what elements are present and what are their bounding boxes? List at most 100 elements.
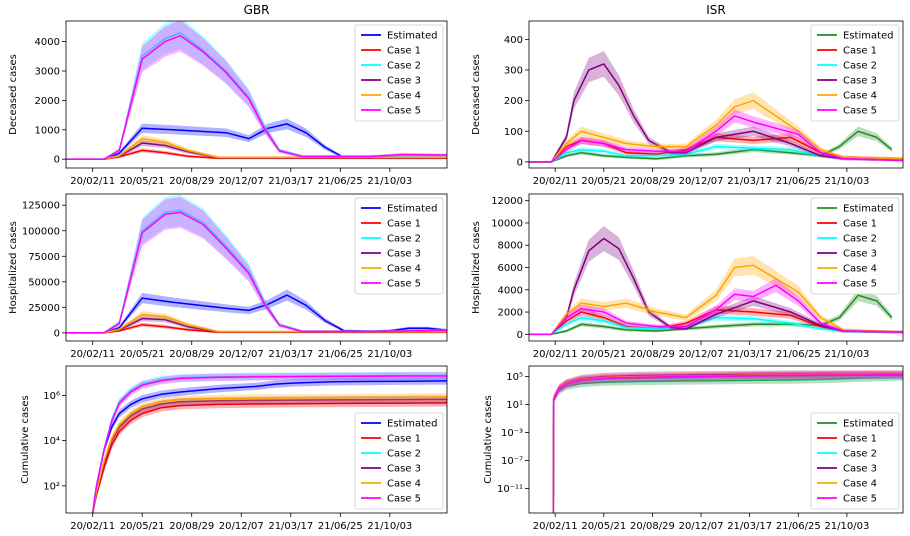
series-band-case-5	[66, 21, 447, 160]
y-tick-label: 0	[517, 157, 523, 168]
x-tick-label: 20/05/21	[120, 176, 165, 187]
x-tick-label: 21/03/17	[727, 349, 772, 360]
series-line-estimated	[66, 123, 447, 160]
y-tick-label: 75000	[28, 252, 60, 263]
legend-label: Case 3	[843, 464, 877, 475]
x-tick-label: 21/03/17	[268, 521, 313, 532]
series-band-case-4	[529, 92, 903, 163]
plot-frame	[65, 365, 448, 514]
x-tick-label: 21/03/17	[727, 176, 772, 187]
legend-label: Case 1	[843, 46, 877, 57]
y-axis-label: Hospitalized cases	[8, 221, 19, 314]
x-tick-label: 21/10/03	[824, 176, 869, 187]
series-line-case-3	[529, 63, 903, 163]
series-band-case-3	[529, 51, 903, 163]
legend-box	[810, 197, 900, 295]
y-axis-label: Hospitalized cases	[471, 221, 482, 314]
x-tick-label: 21/06/25	[776, 349, 821, 360]
legend-box	[354, 24, 444, 122]
x-tick-label: 21/10/03	[367, 521, 412, 532]
legend-label: Case 3	[843, 249, 877, 260]
legend-label: Case 2	[387, 234, 421, 245]
y-tick-label: 2000	[35, 96, 60, 107]
series-group	[529, 51, 903, 163]
series-line-estimated	[529, 130, 893, 163]
legend-label: Case 4	[387, 264, 421, 275]
y-tick-label: 300	[504, 66, 523, 77]
y-tick-label: 10000	[491, 218, 523, 229]
series-band-case-2	[66, 194, 447, 334]
y-tick-label: 125000	[22, 201, 60, 212]
series-band-case-1	[529, 133, 903, 163]
plot-frame	[528, 20, 904, 169]
legend-label: Estimated	[843, 419, 894, 430]
panel-gbr-deceased: GBR Deceased cases 0 1000 2000 3000 4000 20/02/…	[8, 3, 448, 187]
legend-label: Case 5	[843, 106, 877, 117]
legend-box	[810, 24, 900, 122]
x-tick-label: 21/06/25	[318, 349, 363, 360]
x-tick-label: 20/12/07	[679, 176, 724, 187]
legend-label: Case 4	[387, 91, 421, 102]
legend-label: Estimated	[843, 204, 894, 215]
x-tick-label: 20/08/29	[169, 176, 214, 187]
plot-frame	[65, 20, 448, 169]
y-tick-label: 10¹	[506, 400, 523, 411]
series-band-case-2	[529, 143, 903, 163]
x-tick-label: 20/08/29	[630, 176, 675, 187]
legend-label: Case 1	[387, 434, 421, 445]
x-tick-label: 20/02/11	[533, 521, 578, 532]
y-tick-label: 100000	[22, 226, 60, 237]
x-tick-label: 21/03/17	[268, 349, 313, 360]
legend-label: Case 1	[843, 434, 877, 445]
legend-label: Case 5	[843, 494, 877, 505]
y-tick-label: 10⁵	[506, 372, 523, 383]
x-tick-label: 21/03/17	[727, 521, 772, 532]
legend-label: Estimated	[387, 31, 438, 42]
plot-frame	[65, 193, 448, 342]
x-tick-label: 21/10/03	[367, 176, 412, 187]
series-line-estimated	[91, 380, 447, 513]
x-tick-label: 20/05/21	[581, 521, 626, 532]
series-band-estimated	[529, 289, 892, 336]
y-tick-label: 400	[504, 35, 523, 46]
x-tick-label: 20/02/11	[70, 176, 115, 187]
x-tick-label: 20/12/07	[679, 521, 724, 532]
series-line-case-5	[529, 115, 903, 163]
panel-title: ISR	[706, 3, 726, 17]
series-line-case-5	[529, 284, 903, 336]
series-line-case-4	[91, 396, 447, 513]
y-tick-label: 4000	[35, 37, 60, 48]
series-line-case-2	[529, 145, 903, 163]
x-tick-label: 20/12/07	[219, 521, 264, 532]
legend-label: Case 5	[387, 106, 421, 117]
legend-label: Case 4	[843, 264, 877, 275]
x-tick-label: 20/08/29	[630, 349, 675, 360]
legend-label: Case 1	[843, 219, 877, 230]
legend: Estimated Case 1 Case 2 Case 3 Case 4 Case 5	[810, 197, 900, 295]
series-band-case-2	[529, 314, 903, 336]
series-line-case-4	[529, 99, 903, 163]
legend-label: Case 3	[387, 76, 421, 87]
y-axis-label: Deceased cases	[8, 54, 19, 135]
legend-label: Case 5	[843, 279, 877, 290]
panel-isr-hospitalized: Hospitalized cases 0 2000 4000 6000 8000 10000…	[471, 193, 904, 360]
y-axis-label: Cumulative cases	[20, 395, 31, 483]
legend-box	[810, 412, 900, 510]
series-line-case-5	[66, 211, 447, 334]
y-tick-label: 25000	[28, 303, 60, 314]
x-tick-label: 20/12/07	[219, 176, 264, 187]
x-tick-label: 20/02/11	[70, 521, 115, 532]
series-group	[91, 371, 447, 513]
series-line-case-3	[529, 237, 903, 336]
legend-label: Case 3	[387, 249, 421, 260]
x-tick-label: 20/02/11	[70, 349, 115, 360]
legend-label: Case 3	[387, 464, 421, 475]
y-tick-label: 0	[517, 330, 523, 341]
legend-label: Case 2	[387, 61, 421, 72]
y-tick-label: 1000	[35, 125, 60, 136]
x-tick-label: 21/03/17	[268, 176, 313, 187]
legend-label: Case 2	[843, 449, 877, 460]
legend-box	[354, 197, 444, 295]
legend: Estimated Case 1 Case 2 Case 3 Case 4 Case 5	[354, 24, 444, 122]
